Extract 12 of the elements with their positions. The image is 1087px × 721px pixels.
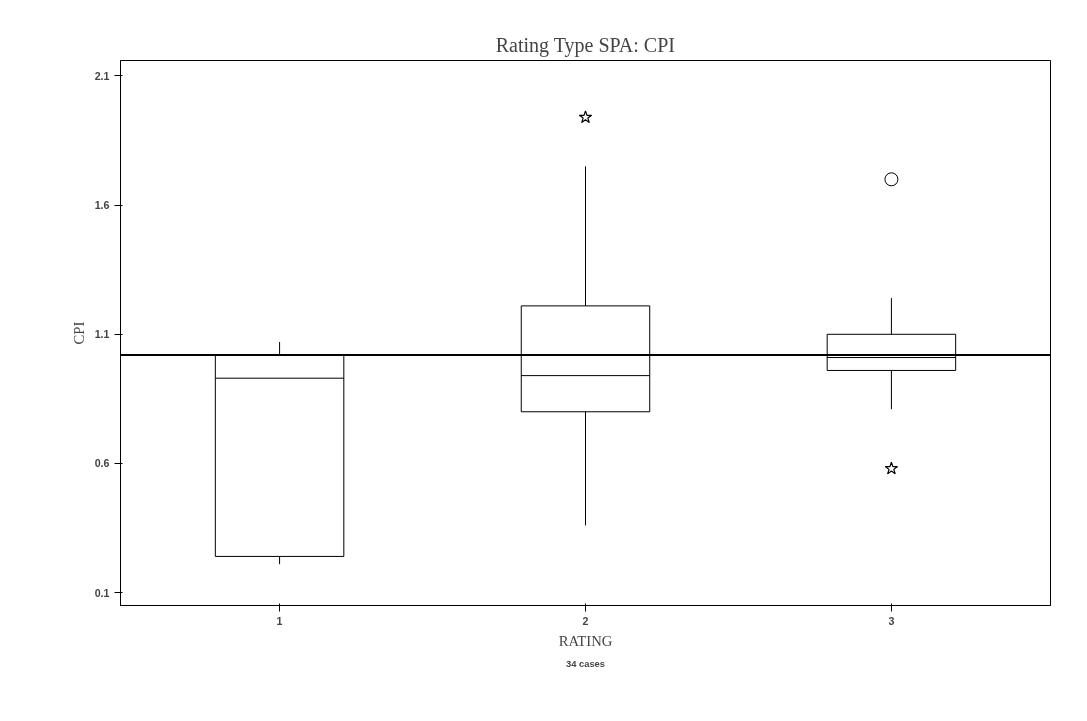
y-tick-label: 1.6 xyxy=(94,199,110,212)
x-tick-label: 2 xyxy=(582,614,589,627)
y-tick-label: 0.6 xyxy=(94,457,110,470)
x-axis-title: RATING xyxy=(558,632,613,649)
y-tick-label: 2.1 xyxy=(94,70,110,82)
x-tick-label: 1 xyxy=(276,614,283,627)
text: 34 cases xyxy=(566,658,605,669)
y-axis-title: CPI xyxy=(70,321,87,345)
y-tick-label: 0.1 xyxy=(94,586,110,599)
x-tick-label: 3 xyxy=(888,614,895,627)
y-tick-label: 1.1 xyxy=(94,328,110,341)
chart-title: Rating Type SPA: CPI xyxy=(495,33,675,57)
